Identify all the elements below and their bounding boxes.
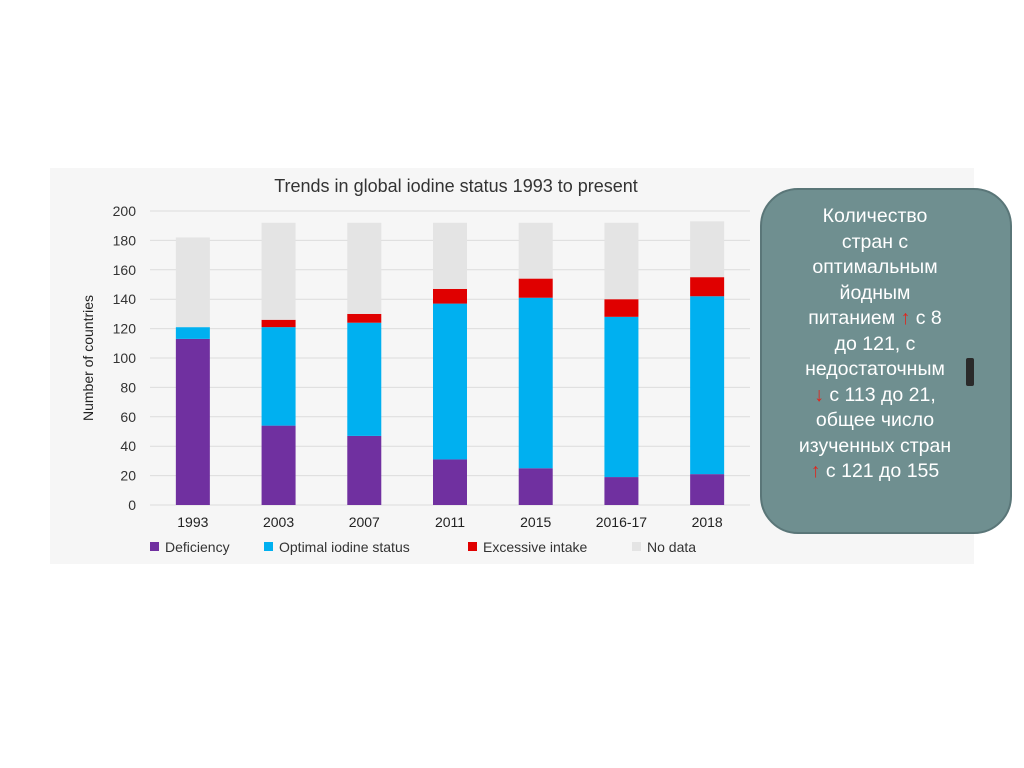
bar-segment-deficiency	[261, 425, 296, 505]
x-tick-label: 2018	[692, 514, 723, 530]
bar-segment-no-data	[347, 222, 382, 314]
y-tick-label: 80	[120, 379, 136, 395]
bar-segment-no-data	[690, 221, 725, 278]
info-line: Количество	[774, 204, 976, 230]
x-tick-label: 2007	[349, 514, 380, 530]
y-tick-label: 100	[113, 350, 137, 366]
legend-item: Excessive intake	[468, 539, 587, 555]
x-tick-label: 2011	[435, 514, 465, 530]
info-line: до 121, с	[774, 332, 976, 358]
legend-swatch	[150, 542, 159, 551]
bar-segment-deficiency	[175, 338, 210, 505]
y-axis-label: Number of countries	[80, 295, 96, 421]
info-text: до 121, с	[834, 332, 916, 355]
y-tick-label: 160	[113, 262, 137, 278]
bar-segment-optimal-iodine-status	[261, 327, 296, 426]
bar-segment-excessive-intake	[518, 278, 553, 298]
info-text: общее число	[815, 409, 935, 431]
info-text: изученных стран	[798, 434, 952, 457]
legend-label: Optimal iodine status	[279, 539, 410, 555]
info-text: питанием	[808, 307, 901, 329]
info-text: стран с	[841, 230, 909, 253]
bar-segment-optimal-iodine-status	[604, 316, 639, 478]
x-tick-label: 2015	[520, 514, 551, 530]
legend-item: Optimal iodine status	[264, 539, 410, 555]
bar-segment-excessive-intake	[347, 313, 382, 323]
info-line: стран с	[774, 230, 976, 256]
bar-segment-no-data	[518, 222, 553, 279]
bar-segment-excessive-intake	[433, 288, 467, 304]
bar-segment-no-data	[433, 222, 467, 289]
info-line: недостаточным	[774, 357, 976, 383]
y-tick-label: 120	[113, 321, 137, 337]
bar-segment-optimal-iodine-status	[347, 322, 382, 436]
bar-segment-optimal-iodine-status	[433, 303, 467, 460]
bar-segment-no-data	[604, 222, 639, 300]
x-tick-label: 2016-17	[596, 514, 648, 530]
legend-item: Deficiency	[150, 539, 230, 555]
bar-segment-excessive-intake	[690, 277, 725, 297]
side-handle[interactable]	[966, 358, 974, 386]
info-text: с 113 до 21,	[823, 383, 936, 406]
stacked-bar-chart: Trends in global iodine status 1993 to p…	[80, 176, 750, 555]
info-line: йодным	[774, 281, 976, 307]
bar-segment-no-data	[261, 222, 296, 320]
y-tick-label: 200	[113, 203, 137, 219]
info-text: недостаточным	[805, 358, 945, 380]
info-line: ↓ с 113 до 21,	[774, 383, 976, 409]
bar-segment-deficiency	[604, 477, 639, 505]
bar-segment-optimal-iodine-status	[690, 296, 725, 475]
bar-segment-excessive-intake	[261, 319, 296, 328]
bar-segment-deficiency	[690, 474, 725, 505]
y-tick-label: 60	[120, 409, 136, 425]
y-tick-label: 20	[120, 468, 136, 484]
info-text: Количество	[822, 205, 928, 227]
bar-segment-excessive-intake	[604, 299, 639, 317]
info-line: оптимальным	[774, 255, 976, 281]
bar-segment-optimal-iodine-status	[518, 297, 553, 469]
y-tick-label: 140	[113, 291, 137, 307]
legend-label: No data	[647, 539, 696, 555]
chart-title: Trends in global iodine status 1993 to p…	[274, 176, 638, 196]
bar-segment-deficiency	[433, 459, 467, 505]
info-text: йодным	[839, 281, 911, 304]
info-line: изученных стран	[774, 434, 976, 460]
info-text: с 8	[910, 307, 942, 329]
up-arrow-icon: ↑	[900, 307, 911, 329]
legend-label: Excessive intake	[483, 539, 587, 555]
legend-item: No data	[632, 539, 696, 555]
legend-swatch	[264, 542, 273, 551]
y-tick-label: 180	[113, 232, 137, 248]
info-text: оптимальным	[812, 256, 938, 278]
bar-segment-no-data	[175, 237, 210, 328]
bar-segment-deficiency	[518, 468, 553, 505]
y-tick-label: 0	[128, 497, 136, 513]
down-arrow-icon: ↓	[814, 383, 824, 406]
x-tick-label: 2003	[263, 514, 294, 530]
info-callout-box: Количество стран с оптимальным йодным питани…	[760, 188, 1012, 534]
info-text: с 121 до 155	[820, 460, 940, 482]
legend-swatch	[632, 542, 641, 551]
bar-segment-optimal-iodine-status	[175, 327, 210, 339]
legend-swatch	[468, 542, 477, 551]
y-tick-label: 40	[120, 438, 136, 454]
info-line: ↑ с 121 до 155	[774, 459, 976, 485]
up-arrow-icon: ↑	[810, 460, 821, 482]
info-line: питанием ↑ с 8	[774, 306, 976, 332]
info-line: общее число	[774, 408, 976, 434]
legend-label: Deficiency	[165, 539, 230, 555]
x-tick-label: 1993	[177, 514, 208, 530]
bar-segment-deficiency	[347, 435, 382, 505]
